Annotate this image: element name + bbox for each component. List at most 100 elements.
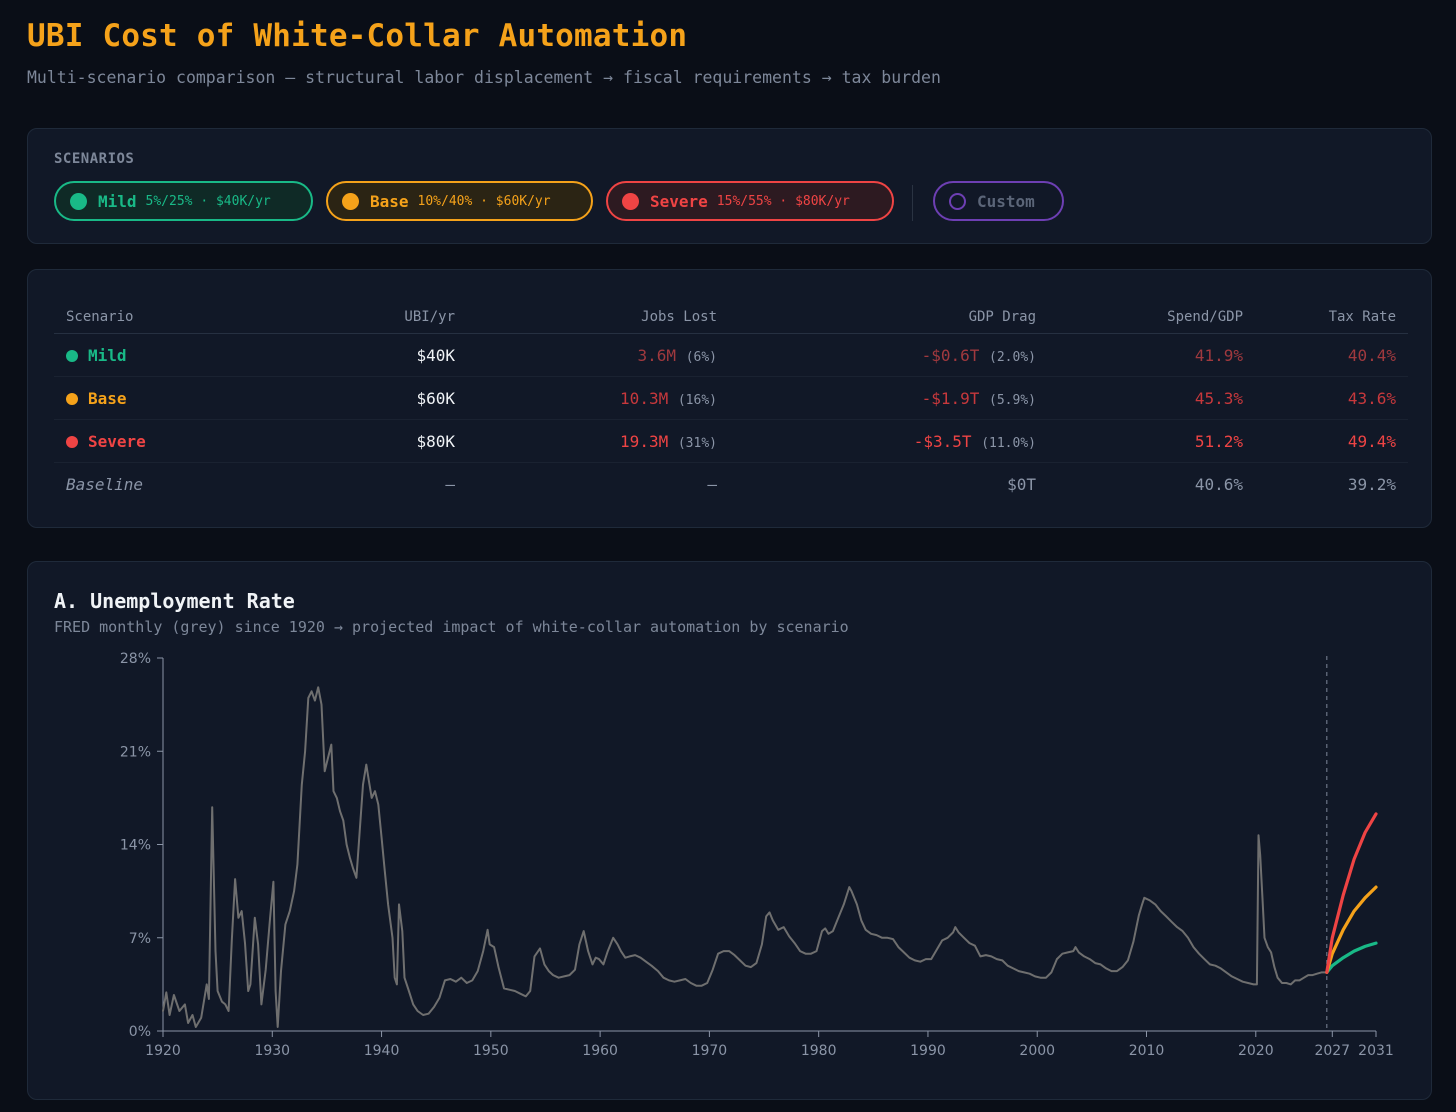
x-tick-label: 2000 [1019,1043,1055,1059]
pill-meta: 15%/55% · $80K/yr [716,193,850,209]
scenario-name: Severe [88,431,146,451]
col-header-scenario: Scenario [54,300,278,334]
ubi-cell: $80K [278,419,467,463]
pill-meta: 5%/25% · $40K/yr [145,193,271,209]
chart-title: A. Unemployment Rate [54,589,295,613]
scenario-pill-severe[interactable]: Severe 15%/55% · $80K/yr [606,181,894,221]
mild-dot-icon [66,349,78,362]
page-title: UBI Cost of White-Collar Automation [27,18,688,54]
scenario-name: Baseline [66,474,144,494]
x-tick-label: 2031 [1358,1043,1394,1059]
tax-rate-cell: 40.4% [1255,333,1408,377]
tax-rate-cell: 49.4% [1255,419,1408,463]
x-tick-label: 2027 [1314,1043,1350,1059]
scenario-pill-custom[interactable]: Custom [933,181,1064,221]
y-tick-label: 21% [120,744,151,760]
pill-name: Base [370,191,409,211]
x-tick-label: 2010 [1129,1043,1165,1059]
pill-divider [912,185,913,221]
gdp-drag-value: -$0.6T [921,345,980,365]
jobs-lost-value: 10.3M [620,388,669,408]
spend-gdp-cell: 51.2% [1048,419,1255,463]
col-header-tax-rate: Tax Rate [1255,300,1408,334]
chart-subtitle: FRED monthly (grey) since 1920 → project… [54,618,849,636]
scenario-name: Base [88,388,127,408]
tax-rate-cell: 39.2% [1347,474,1396,494]
historical-unemployment-line [162,686,1328,1028]
tax-rate-cell: 43.6% [1255,376,1408,420]
scenario-name: Mild [88,345,127,365]
table-row: Mild $40K 3.6M (6%) -$0.6T (2.0%) 41.9% … [54,333,1408,377]
y-tick-label: 14% [120,838,151,854]
x-tick-label: 1940 [364,1043,400,1059]
x-tick-label: 1980 [801,1043,837,1059]
pill-name: Mild [98,191,137,211]
ubi-cell: — [445,474,455,494]
scenario-pill-base[interactable]: Base 10%/40% · $60K/yr [326,181,593,221]
ubi-cell: $60K [278,376,467,420]
y-tick-label: 28% [120,651,151,667]
x-tick-label: 1920 [145,1043,181,1059]
gdp-drag-pct: (2.0%) [989,349,1036,365]
scenario-cell: Severe [54,419,278,463]
jobs-lost-pct: (31%) [677,435,717,451]
mild-dot-icon [70,192,87,210]
jobs-lost-cell: 10.3M (16%) [467,376,729,420]
pill-name: Severe [650,191,708,211]
severe-dot-icon [622,192,639,210]
gdp-drag-cell: $0T [1007,474,1036,494]
circle-outline-icon [949,192,966,210]
gdp-drag-cell: -$1.9T (5.9%) [729,376,1048,420]
summary-panel: Scenario UBI/yr Jobs Lost GDP Drag Spend… [27,269,1432,528]
scenario-pill-mild[interactable]: Mild 5%/25% · $40K/yr [54,181,313,221]
projection-line-base [1325,885,1378,974]
x-tick-label: 1930 [254,1043,290,1059]
unemployment-chart: 0% 7% 14% 21% 28% 1920 1930 1940 1950 1960 1970 198… [120,651,1394,1059]
unemployment-chart-panel: 0% 7% 14% 21% 28% 1920 1930 1940 1950 1960 1970 198… [27,561,1432,1100]
table-row: Severe $80K 19.3M (31%) -$3.5T (11.0%) 5… [54,419,1408,463]
gdp-drag-value: -$3.5T [913,431,972,451]
jobs-lost-pct: (16%) [677,392,717,408]
jobs-lost-value: 19.3M [620,431,669,451]
table-row: Base $60K 10.3M (16%) -$1.9T (5.9%) 45.3… [54,376,1408,420]
jobs-lost-cell: 3.6M (6%) [467,333,729,377]
y-tick-label: 7% [129,931,151,947]
table-header-row: Scenario UBI/yr Jobs Lost GDP Drag Spend… [54,300,1408,334]
severe-dot-icon [66,435,78,448]
pill-name: Custom [977,191,1035,211]
x-tick-label: 1960 [582,1043,618,1059]
gdp-drag-pct: (11.0%) [981,435,1036,451]
x-tick-label: 1950 [473,1043,509,1059]
spend-gdp-cell: 41.9% [1048,333,1255,377]
scenario-cell: Base [54,376,278,420]
col-header-spend-gdp: Spend/GDP [1048,300,1255,334]
col-header-gdp-drag: GDP Drag [729,300,1048,334]
spend-gdp-cell: 45.3% [1048,376,1255,420]
projection-line-severe [1325,812,1378,974]
y-tick-label: 0% [129,1024,151,1040]
jobs-lost-value: 3.6M [637,345,677,365]
scenario-cell: Mild [54,333,278,377]
jobs-lost-pct: (6%) [685,349,717,365]
jobs-lost-cell: 19.3M (31%) [467,419,729,463]
gdp-drag-cell: -$0.6T (2.0%) [729,333,1048,377]
ubi-cell: $40K [278,333,467,377]
gdp-drag-value: -$1.9T [921,388,980,408]
summary-table: Scenario UBI/yr Jobs Lost GDP Drag Spend… [54,300,1408,505]
x-tick-label: 1990 [910,1043,946,1059]
projection-line-mild [1325,941,1378,974]
gdp-drag-cell: -$3.5T (11.0%) [729,419,1048,463]
scenario-panel: SCENARIOS Mild 5%/25% · $40K/yr Base 10%… [27,128,1432,244]
page-subtitle: Multi-scenario comparison — structural l… [27,68,941,87]
table-row: Baseline — — $0T 40.6% 39.2% [54,463,1408,506]
base-dot-icon [66,392,78,405]
jobs-lost-cell: — [707,474,717,494]
base-dot-icon [342,192,359,210]
col-header-ubi: UBI/yr [278,300,467,334]
gdp-drag-pct: (5.9%) [989,392,1036,408]
spend-gdp-cell: 40.6% [1194,474,1243,494]
x-tick-label: 1970 [692,1043,728,1059]
x-tick-label: 2020 [1238,1043,1274,1059]
col-header-jobs-lost: Jobs Lost [467,300,729,334]
pill-meta: 10%/40% · $60K/yr [417,193,551,209]
